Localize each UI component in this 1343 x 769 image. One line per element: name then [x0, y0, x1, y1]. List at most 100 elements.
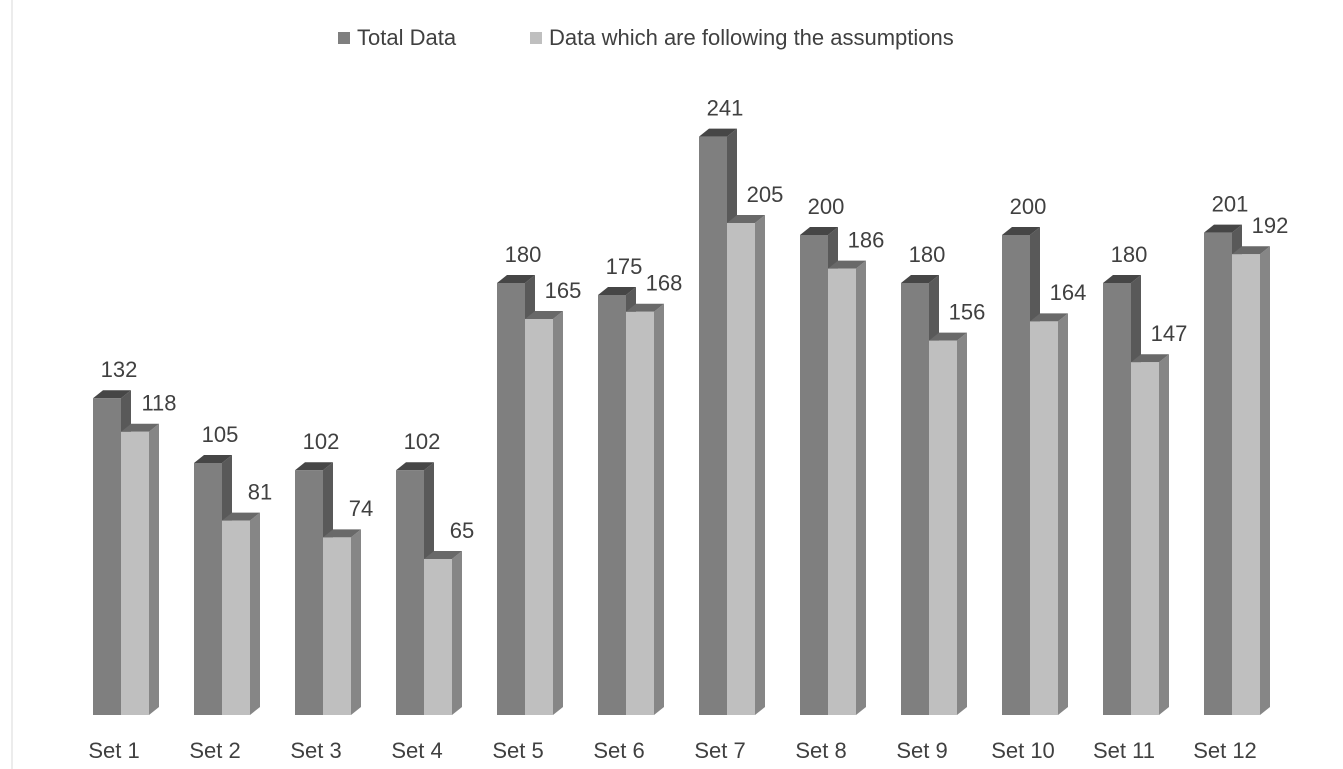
value-label: 74: [349, 496, 373, 521]
x-tick-label: Set 1: [88, 738, 139, 763]
bar: [93, 398, 121, 715]
bar-top: [828, 260, 866, 269]
x-tick-label: Set 7: [694, 738, 745, 763]
bar-top: [424, 551, 462, 559]
legend-label: Data which are following the assumptions: [549, 25, 954, 50]
value-label: 192: [1252, 213, 1289, 238]
bar-top: [194, 455, 232, 463]
value-label: 65: [450, 518, 474, 543]
bar: [727, 223, 755, 715]
value-label: 175: [606, 254, 643, 279]
bar-top: [800, 227, 838, 235]
value-label: 165: [545, 278, 582, 303]
bar: [598, 295, 626, 715]
bar: [121, 431, 149, 715]
bar-side: [1058, 313, 1068, 715]
value-label: 186: [848, 227, 885, 252]
value-label: 205: [747, 182, 784, 207]
bar-top: [295, 462, 333, 471]
bar-side: [1159, 354, 1169, 715]
bar-top: [525, 311, 563, 319]
bar: [222, 520, 250, 715]
value-label: 105: [202, 422, 239, 447]
bar-top: [93, 390, 131, 399]
bar-top: [901, 275, 939, 283]
bar: [828, 268, 856, 715]
value-label: 180: [909, 242, 946, 267]
value-label: 164: [1050, 280, 1087, 305]
bar: [497, 283, 525, 715]
value-label: 147: [1151, 321, 1188, 346]
x-tick-label: Set 12: [1193, 738, 1257, 763]
bar-side: [250, 512, 260, 715]
value-label: 156: [949, 299, 986, 324]
value-label: 168: [646, 271, 683, 296]
bar: [626, 311, 654, 715]
value-label: 118: [141, 391, 176, 416]
bar-top: [1204, 224, 1242, 233]
bar: [1103, 283, 1131, 715]
x-tick-label: Set 11: [1093, 738, 1155, 763]
x-tick-label: Set 5: [492, 738, 543, 763]
bar: [1030, 321, 1058, 715]
bar-side: [452, 551, 462, 715]
bar: [295, 470, 323, 715]
bar: [901, 283, 929, 715]
bar-top: [1030, 313, 1068, 322]
bar-side: [654, 303, 664, 715]
bar-side: [1260, 246, 1270, 715]
bar: [1204, 232, 1232, 715]
value-label: 180: [505, 242, 542, 267]
bar-top: [497, 275, 535, 283]
bar-top: [1131, 354, 1169, 363]
bar-side: [149, 423, 159, 715]
x-tick-label: Set 10: [991, 738, 1055, 763]
bar-top: [1103, 275, 1141, 283]
legend-swatch: [338, 32, 350, 44]
x-tick-label: Set 8: [795, 738, 846, 763]
value-label: 200: [1010, 194, 1047, 219]
value-label: 81: [248, 479, 272, 504]
x-tick-label: Set 3: [290, 738, 341, 763]
bar: [424, 559, 452, 715]
bar-top: [626, 303, 664, 312]
bar-top: [699, 128, 737, 137]
bar-top: [727, 215, 765, 223]
bar: [800, 235, 828, 715]
bar: [525, 319, 553, 715]
x-tick-label: Set 4: [391, 738, 442, 763]
bar-side: [351, 529, 361, 715]
legend-swatch: [530, 32, 542, 44]
bar: [194, 463, 222, 715]
value-label: 200: [808, 194, 845, 219]
value-label: 241: [707, 95, 744, 120]
x-tick-label: Set 6: [593, 738, 644, 763]
legend-label: Total Data: [357, 25, 457, 50]
bar-side: [856, 260, 866, 715]
bar-top: [323, 529, 361, 538]
value-label: 201: [1212, 191, 1249, 216]
value-label: 180: [1111, 242, 1148, 267]
bar: [699, 136, 727, 716]
bar-top: [598, 287, 636, 295]
bar-side: [755, 215, 765, 715]
bar: [1002, 235, 1030, 715]
bar-top: [121, 423, 159, 432]
value-label: 102: [303, 429, 340, 454]
value-label: 102: [404, 429, 441, 454]
bar-top: [1002, 227, 1040, 235]
x-tick-label: Set 2: [189, 738, 240, 763]
bar: [1131, 362, 1159, 715]
bar-top: [1232, 246, 1270, 255]
bar-top: [396, 462, 434, 471]
value-label: 132: [101, 357, 138, 382]
bar: [929, 340, 957, 715]
bar: [323, 537, 351, 715]
bar: [396, 470, 424, 715]
bar-top: [222, 512, 260, 521]
bar-top: [929, 332, 967, 341]
x-tick-label: Set 9: [896, 738, 947, 763]
bar-side: [957, 332, 967, 715]
bar-side: [553, 311, 563, 715]
